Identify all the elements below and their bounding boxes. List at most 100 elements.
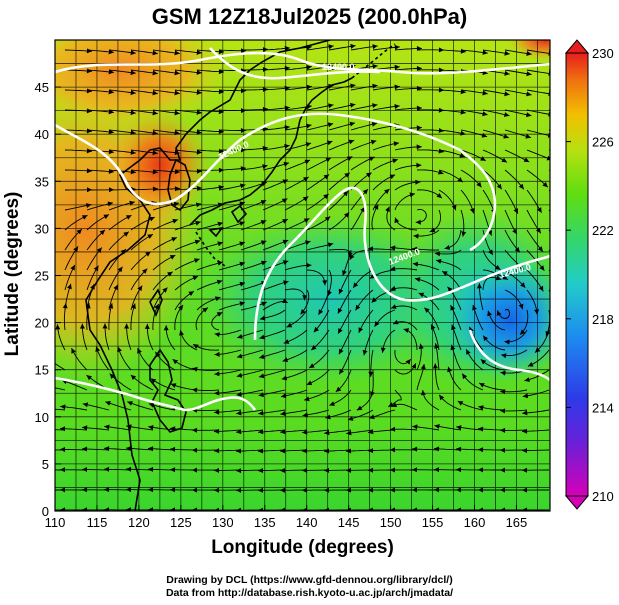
streamline-arrowhead	[324, 507, 329, 511]
cold-temperature-minimum	[445, 260, 550, 380]
streamline-arrowhead	[429, 227, 436, 233]
streamline-arrowhead	[108, 69, 114, 75]
streamline-arrowhead	[390, 487, 395, 493]
streamline-arrowhead	[144, 323, 150, 329]
streamline-arrowhead	[362, 349, 368, 356]
streamline-arrowhead	[300, 309, 306, 315]
streamline-arrowhead	[38, 487, 43, 492]
streamline-arrowhead	[167, 271, 173, 277]
streamline-arrowhead	[280, 429, 286, 435]
streamline-arrowhead	[283, 339, 290, 344]
streamline-arrowhead	[152, 70, 158, 76]
streamline-arrowhead	[412, 446, 418, 452]
streamline-arrowhead	[123, 231, 129, 237]
streamline	[55, 429, 66, 431]
streamline-arrowhead	[444, 245, 450, 250]
streamline-arrowhead	[302, 487, 307, 493]
streamline	[55, 387, 66, 391]
streamline-arrowhead	[259, 315, 266, 321]
streamline-arrowhead	[500, 467, 505, 473]
streamline-arrowhead	[171, 237, 177, 242]
x-tick-label: 165	[506, 515, 528, 530]
streamline-arrowhead	[302, 467, 308, 473]
streamline-arrowhead	[127, 401, 133, 406]
streamline-arrowhead	[413, 233, 419, 239]
streamline-arrowhead	[372, 64, 378, 69]
streamline-arrowhead	[462, 373, 468, 380]
streamline-arrowhead	[503, 133, 509, 139]
streamline-arrowhead	[412, 467, 417, 473]
streamline-arrowhead	[366, 172, 372, 178]
streamline-arrowhead	[236, 429, 242, 435]
streamline-arrowhead	[104, 466, 110, 472]
contour-northwest-loop	[55, 112, 497, 252]
streamline-arrowhead	[522, 410, 528, 416]
streamline-arrowhead	[442, 271, 448, 276]
streamline-arrowhead	[237, 353, 243, 359]
streamline-arrowhead	[280, 487, 285, 493]
streamline-arrowhead	[283, 161, 289, 167]
streamline-arrowhead	[480, 156, 486, 161]
streamline-arrowhead	[447, 366, 452, 373]
streamline-arrowhead	[369, 414, 375, 420]
streamline-arrowhead	[360, 206, 365, 213]
y-tick-label: 10	[35, 410, 49, 425]
streamline-arrowhead	[152, 150, 158, 156]
streamline-arrowhead	[302, 448, 308, 454]
streamline-arrowhead	[362, 189, 368, 195]
streamline-arrowhead	[390, 266, 396, 272]
streamline-arrowhead	[104, 446, 110, 452]
streamline-arrowhead	[67, 283, 72, 290]
streamline-arrowhead	[478, 507, 483, 511]
streamline-arrowhead	[281, 375, 288, 381]
streamline-arrowhead	[558, 288, 563, 294]
streamline-arrowhead	[108, 109, 114, 115]
streamline-arrowhead	[368, 448, 374, 454]
streamline-arrowhead	[548, 71, 550, 76]
streamline-arrowhead	[261, 260, 267, 266]
streamline-arrowhead	[481, 132, 488, 138]
streamline-arrowhead	[124, 323, 130, 329]
streamline-arrowhead	[504, 50, 510, 56]
streamline-arrowhead	[350, 83, 356, 89]
streamline-arrowhead	[148, 446, 154, 452]
streamline-arrowhead	[337, 308, 343, 314]
streamline-arrowhead	[192, 447, 197, 453]
streamline-arrowhead	[391, 402, 398, 408]
x-tick-label: 155	[422, 515, 444, 530]
streamline-arrowhead	[82, 467, 87, 472]
streamline-arrowhead	[306, 380, 313, 386]
streamline-arrowhead	[95, 346, 101, 352]
colorbar-tick-label: 226	[592, 135, 614, 150]
streamline-arrowhead	[538, 285, 544, 292]
streamline-arrowhead	[60, 447, 65, 452]
streamline-arrowhead	[500, 507, 505, 511]
streamline-arrowhead	[107, 201, 113, 207]
contour-north	[55, 51, 550, 75]
y-tick-label: 20	[35, 316, 49, 331]
streamline-arrowhead	[236, 487, 241, 493]
streamline-arrowhead	[415, 219, 421, 225]
streamline-arrowhead	[461, 231, 467, 237]
streamline-arrowhead	[356, 405, 363, 411]
streamline-arrowhead	[126, 215, 132, 220]
streamline-arrowhead	[102, 323, 108, 329]
streamline-arrowhead	[420, 364, 426, 370]
streamline-arrowhead	[325, 414, 331, 420]
streamline-arrowhead	[108, 303, 114, 309]
streamline-arrowhead	[372, 103, 378, 108]
streamline-arrowhead	[350, 102, 356, 108]
streamline-arrowhead	[380, 347, 386, 353]
streamline-arrowhead	[261, 301, 267, 307]
streamline-arrowhead	[103, 214, 109, 220]
streamline-arrowhead	[284, 125, 290, 131]
streamline-arrowhead	[344, 172, 350, 178]
streamline-arrowhead	[218, 185, 224, 190]
streamline-arrowhead	[282, 357, 289, 362]
streamline-arrowhead	[147, 234, 153, 239]
streamline-arrowhead	[196, 149, 202, 155]
streamline-arrowhead	[487, 310, 492, 317]
streamline-arrowhead	[192, 487, 197, 493]
streamline-arrowhead	[504, 339, 510, 345]
credit-data: Data from http://database.rish.kyoto-u.a…	[165, 587, 454, 599]
